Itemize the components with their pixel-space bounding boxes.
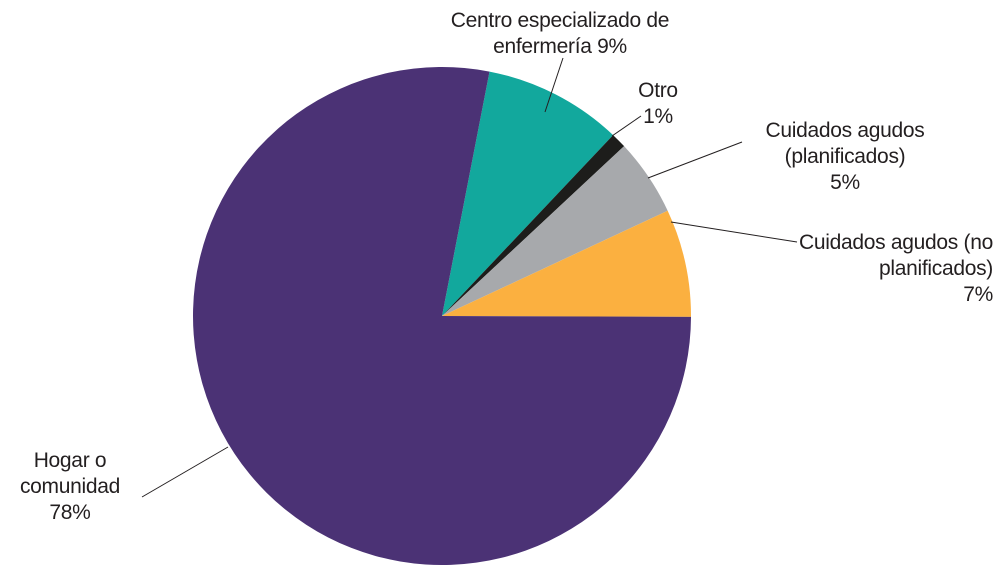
slice-label: Cuidados agudos (no planificados) 7%: [780, 230, 993, 308]
category-label: Hogar o comunidad: [19, 449, 121, 498]
pie-slice: [442, 71, 614, 316]
category-label: Otro: [638, 79, 678, 102]
slice-label: Hogar o comunidad 78%: [0, 448, 140, 526]
value-label: 1%: [643, 105, 673, 128]
leader-line: [544, 57, 564, 113]
leader-line: [670, 221, 798, 243]
category-label: Centro especializado de enfermería: [450, 9, 670, 58]
value-label: 7%: [963, 283, 993, 306]
pie-slice: [442, 135, 625, 316]
leader-line: [141, 446, 229, 498]
pie-slice: [442, 146, 668, 316]
pie-slice: [193, 67, 691, 565]
value-label: 5%: [830, 171, 860, 194]
pie-slice: [442, 210, 691, 317]
leader-line: [611, 115, 642, 137]
slice-label: Centro especializado de enfermería 9%: [430, 8, 690, 60]
value-label: 9%: [597, 35, 627, 58]
value-label: 78%: [49, 501, 91, 524]
slice-label: Otro 1%: [618, 78, 698, 130]
category-label: Cuidados agudos (planificados): [765, 119, 925, 168]
leader-line: [647, 141, 743, 179]
category-label: Cuidados agudos (no planificados): [799, 231, 993, 280]
slice-label: Cuidados agudos (planificados) 5%: [730, 118, 960, 196]
